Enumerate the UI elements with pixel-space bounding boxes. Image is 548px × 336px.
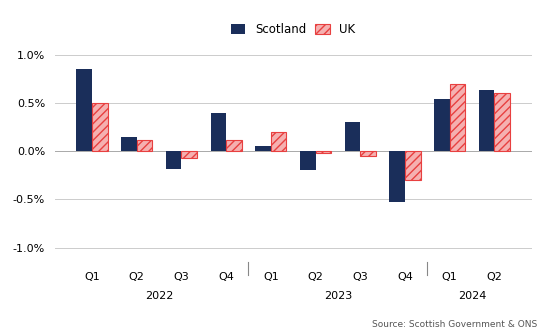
Bar [360, 151, 376, 156]
Bar [389, 151, 405, 202]
Bar [316, 151, 331, 153]
Bar [210, 113, 226, 151]
Bar [92, 103, 108, 151]
Bar [255, 146, 271, 151]
Bar [345, 122, 360, 151]
Bar [77, 69, 92, 151]
Bar [271, 132, 287, 151]
Bar [300, 151, 316, 170]
Bar [478, 90, 494, 151]
Bar [226, 140, 242, 151]
Bar [166, 151, 181, 169]
Bar [181, 151, 197, 158]
Bar [494, 93, 510, 151]
Text: Source: Scottish Government & ONS: Source: Scottish Government & ONS [372, 320, 537, 329]
Bar [137, 140, 152, 151]
Text: 2024: 2024 [458, 291, 486, 301]
Legend: Scotland, UK: Scotland, UK [227, 19, 359, 40]
Bar [434, 99, 449, 151]
Bar [405, 151, 420, 180]
Text: 2022: 2022 [145, 291, 173, 301]
Text: 2023: 2023 [324, 291, 352, 301]
Bar [121, 137, 137, 151]
Bar [449, 84, 465, 151]
